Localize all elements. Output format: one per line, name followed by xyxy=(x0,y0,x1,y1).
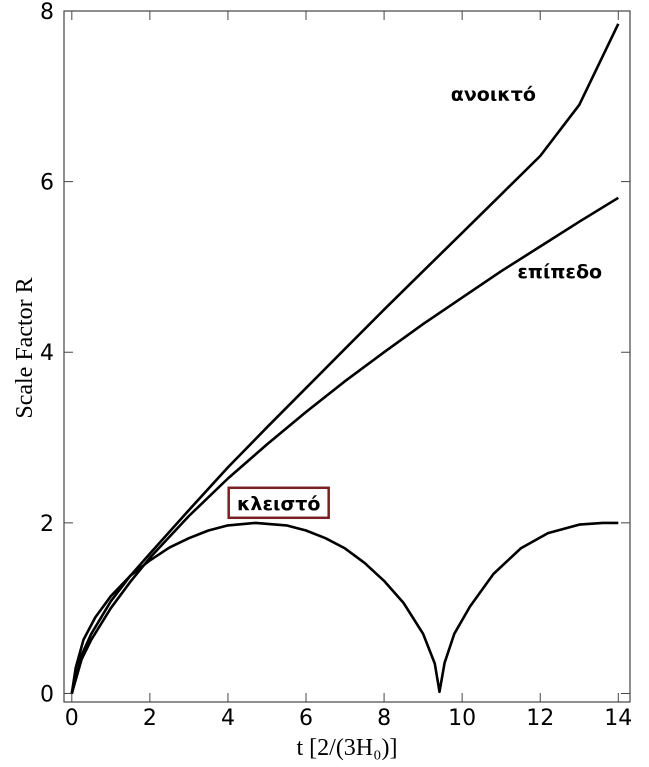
annotation-label: ανοικτό xyxy=(451,83,536,105)
x-axis-title: t [2/(3H₀)] xyxy=(296,735,397,761)
x-tick-label: 4 xyxy=(221,706,235,731)
series-line-1 xyxy=(70,196,619,694)
x-tick-label: 10 xyxy=(448,706,476,731)
axis-ticks: 0 2 4 6 8 10 12 14 0 2 4 6 8 xyxy=(40,0,632,731)
curve-annotations: ανοικτό επίπεδο κλειστό xyxy=(227,83,602,520)
annotation-label: επίπεδο xyxy=(517,261,602,283)
y-tick-label: 8 xyxy=(40,0,54,25)
series-line-0 xyxy=(70,23,620,694)
annotation-box xyxy=(227,486,330,520)
x-tick-label: 0 xyxy=(65,706,79,731)
y-tick-label: 2 xyxy=(40,512,54,537)
y-tick-label: 6 xyxy=(40,171,54,196)
x-tick-label: 14 xyxy=(604,706,632,731)
x-tick-label: 8 xyxy=(377,706,391,731)
x-tick-label: 2 xyxy=(143,706,157,731)
annotation-label: κλειστό xyxy=(237,493,320,515)
x-tick-label: 12 xyxy=(526,706,554,731)
y-tick-label: 4 xyxy=(40,341,54,366)
y-tick-label: 0 xyxy=(40,682,54,707)
plot-frame xyxy=(63,10,631,703)
y-axis-title: Scale Factor R xyxy=(12,277,38,418)
x-tick-label: 6 xyxy=(299,706,313,731)
series-line-2 xyxy=(70,521,619,694)
curves xyxy=(70,23,620,694)
